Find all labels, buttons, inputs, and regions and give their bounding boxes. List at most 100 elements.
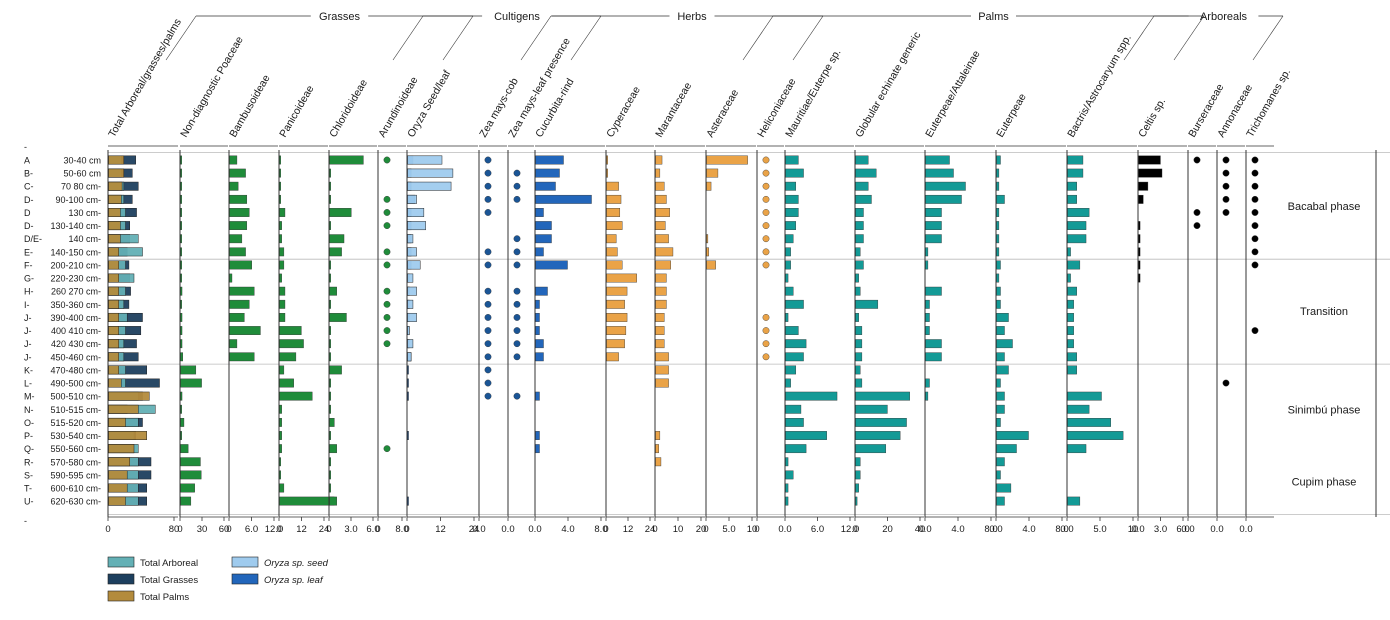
bar-mark <box>535 339 544 349</box>
bar-mark <box>785 221 797 230</box>
bar-mark <box>706 155 748 165</box>
bar-mark <box>329 299 331 309</box>
bar-mark <box>996 352 1005 362</box>
bar-mark <box>655 444 659 454</box>
bar-mark <box>329 208 352 217</box>
column-header-label: Euterpeae/Attaleinae <box>923 48 983 139</box>
bar-mark <box>925 247 929 257</box>
presence-dot-mark <box>1193 156 1201 164</box>
bar-mark <box>229 247 246 257</box>
tick-label: 0.0 <box>1210 524 1223 535</box>
bar-mark <box>535 391 540 401</box>
bar-mark <box>785 181 797 191</box>
stacked-bar-mark <box>407 365 409 375</box>
bar-mark <box>329 431 331 440</box>
sample-depth-label: 390-400 cm- <box>50 313 101 323</box>
bar-mark <box>535 221 552 230</box>
phase-label: Transition <box>1300 306 1348 318</box>
sample-zone-label: T- <box>24 484 32 494</box>
bar-mark <box>655 326 665 335</box>
sample-zone-label: C- <box>24 182 34 192</box>
stacked-bar-mark <box>108 221 121 231</box>
sample-zone-label: D <box>24 208 31 218</box>
bar-mark <box>785 299 804 309</box>
tick-label: 0.0 <box>472 524 485 535</box>
bar-mark <box>535 208 544 217</box>
stacked-bar-mark <box>108 312 119 322</box>
column-header-label: Chloridoideae <box>327 77 370 139</box>
legend-label: Total Grasses <box>140 575 198 586</box>
sample-depth-label: 550-560 cm- <box>50 444 101 454</box>
bar-mark <box>329 247 342 257</box>
sample-zone-label: D- <box>24 221 34 231</box>
bar-mark <box>180 286 183 296</box>
bar-mark <box>996 378 1001 388</box>
tick-label: 0.0 <box>1181 524 1194 535</box>
bar-mark <box>180 431 182 440</box>
bar-mark <box>180 339 183 349</box>
presence-dot-mark <box>513 248 521 256</box>
presence-dot-mark <box>484 327 492 334</box>
stacked-bar-mark <box>407 312 417 322</box>
presence-dot-mark <box>484 379 492 387</box>
bar-mark <box>329 378 331 388</box>
bar-mark <box>535 194 592 204</box>
sample-depth-label: 600-610 cm- <box>50 484 101 494</box>
bar-mark <box>655 208 670 217</box>
bar-mark <box>229 181 239 191</box>
tick-label: 20 <box>882 524 893 535</box>
sample-zone-label: L- <box>24 379 32 389</box>
bar-mark <box>996 431 1029 440</box>
bar-mark <box>785 378 791 388</box>
bar-mark <box>535 247 544 257</box>
bar-mark <box>180 391 183 401</box>
bar-mark <box>655 378 669 388</box>
bar-mark <box>1067 286 1077 296</box>
presence-dot-mark <box>383 209 391 216</box>
column-5 <box>377 145 406 521</box>
bar-mark <box>279 326 302 335</box>
stacked-bar-mark <box>108 326 119 336</box>
bar-mark <box>606 221 623 230</box>
stacked-bar-mark <box>108 208 121 217</box>
sample-depth-label: 50-60 cm <box>63 169 101 179</box>
bar-mark <box>996 260 1001 270</box>
bar-mark <box>925 378 930 388</box>
tick-label: 80 <box>169 524 180 535</box>
bar-mark <box>279 221 282 230</box>
bar-mark <box>329 496 337 506</box>
bar-mark <box>1067 444 1087 454</box>
column-header-label: Bambusoideae <box>227 73 272 140</box>
column-4 <box>328 145 377 521</box>
bar-mark <box>996 418 1001 427</box>
bar-mark <box>655 431 661 440</box>
tick-label: 0 <box>105 524 110 535</box>
sample-zone-label: G- <box>24 274 34 284</box>
bar-mark <box>785 418 804 427</box>
bar-mark <box>925 339 942 349</box>
tick-label: 6.0 <box>366 524 379 535</box>
bar-mark <box>785 470 794 480</box>
presence-dot-mark <box>762 235 770 243</box>
bar-mark <box>855 457 861 467</box>
bar-mark <box>1067 155 1084 165</box>
tick-label: 4.0 <box>561 524 574 535</box>
bar-mark <box>180 483 195 493</box>
phase-label: Bacabal phase <box>1288 201 1361 213</box>
stacked-bar-mark <box>108 234 121 244</box>
sample-zone-label: J- <box>24 352 32 362</box>
tick-label: 10 <box>747 524 758 535</box>
sample-zone-label: N- <box>24 405 34 415</box>
bar-mark <box>996 286 1001 296</box>
column-17 <box>995 145 1066 521</box>
sample-depth-label: 350-360 cm- <box>50 300 101 310</box>
bar-mark <box>535 352 544 362</box>
sample-zone-label: S- <box>24 470 33 480</box>
bar-mark <box>855 391 910 401</box>
bar-mark <box>1138 194 1144 204</box>
bar-mark <box>535 431 540 440</box>
bar-mark <box>229 221 248 230</box>
bar-mark <box>855 286 861 296</box>
column-header-label: Cyperaceae <box>604 84 643 139</box>
bar-mark <box>229 273 233 283</box>
